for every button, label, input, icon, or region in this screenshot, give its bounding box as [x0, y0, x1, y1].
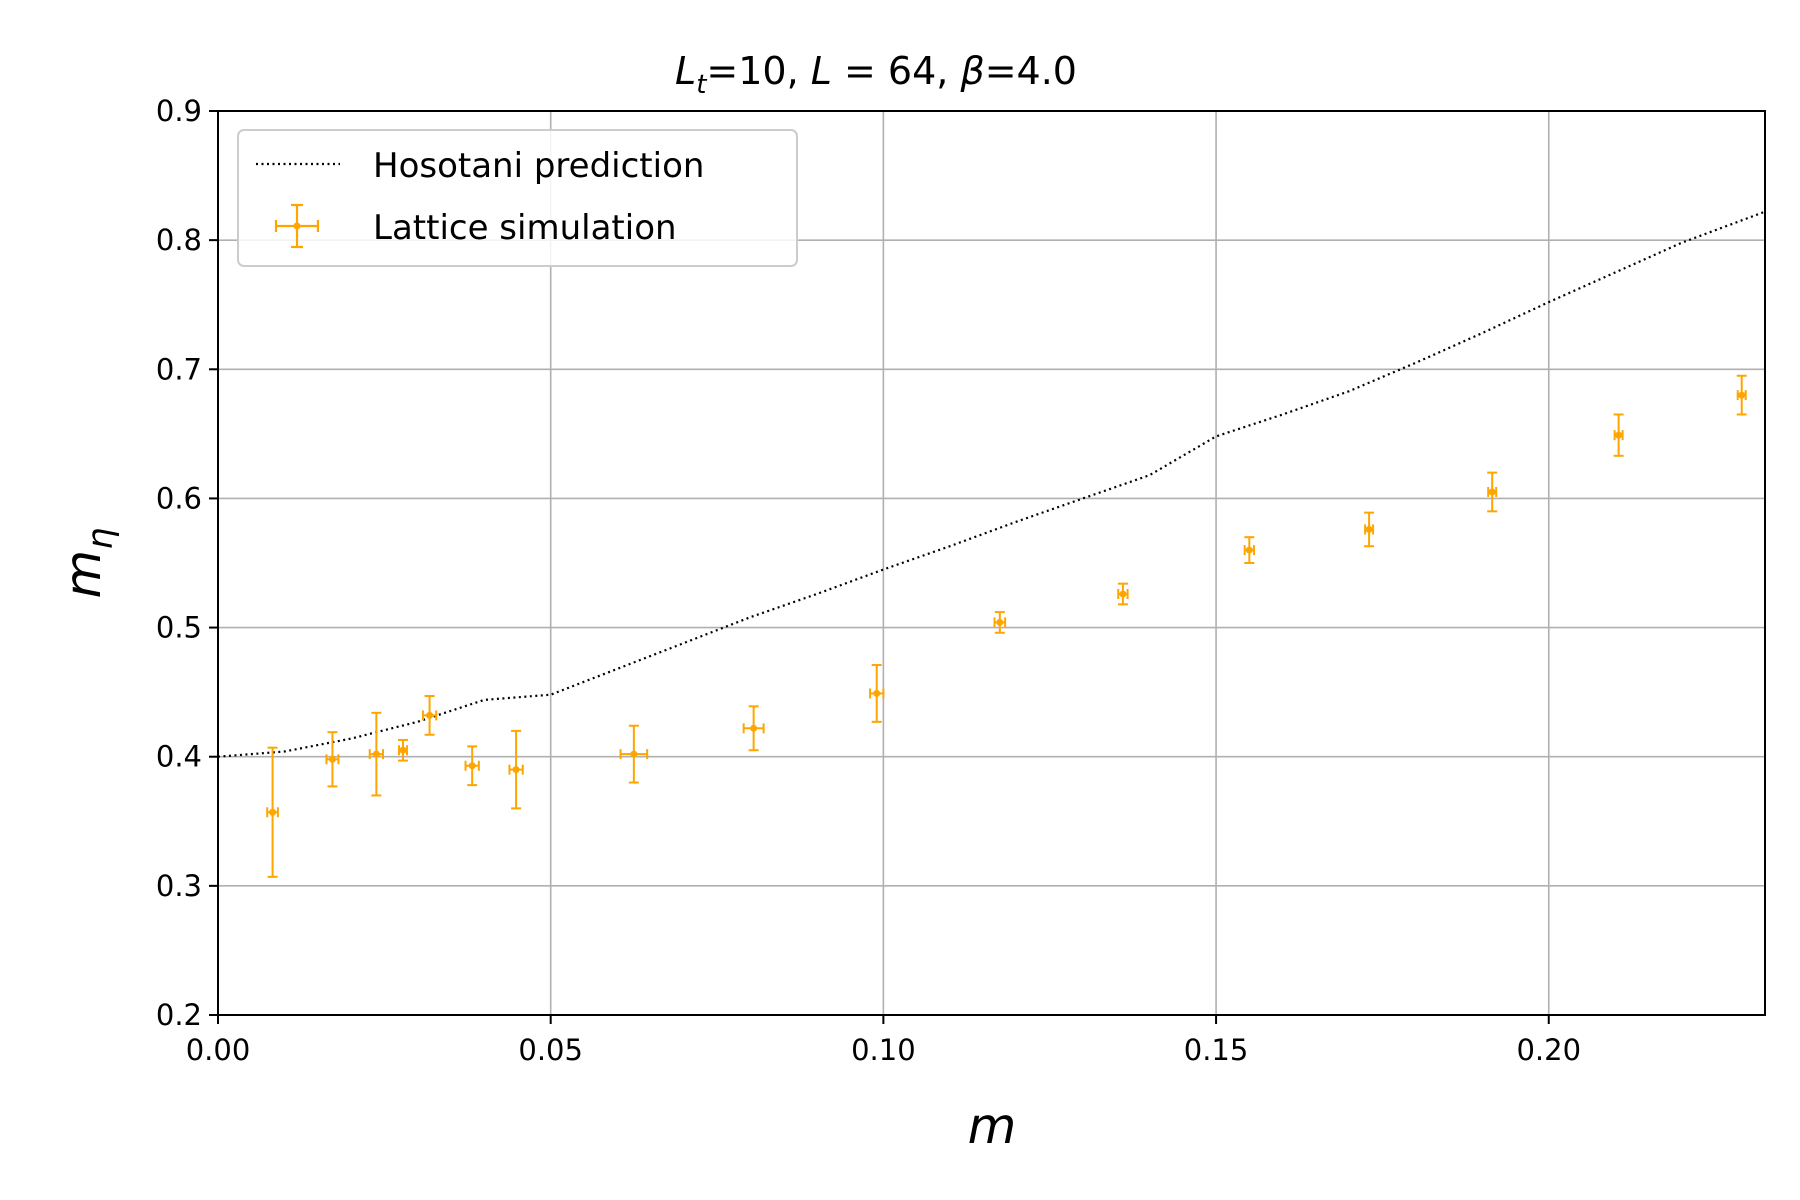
- data-point: [397, 738, 408, 762]
- marker: [269, 808, 277, 816]
- x-tick-label: 0.00: [186, 1033, 251, 1067]
- marker: [468, 762, 476, 770]
- marker: [1488, 488, 1496, 496]
- marker: [1365, 525, 1373, 533]
- y-tick-label: 0.9: [156, 94, 202, 128]
- marker: [1245, 546, 1253, 554]
- y-tick-label: 0.5: [156, 611, 202, 645]
- y-tick-label: 0.3: [156, 869, 202, 903]
- marker: [372, 750, 380, 758]
- legend: Hosotani prediction Lattice simulation: [237, 129, 798, 267]
- lattice-points-layer: [266, 374, 1747, 878]
- marker: [996, 618, 1004, 626]
- y-tick-label: 0.7: [156, 352, 202, 386]
- legend-label-lattice: Lattice simulation: [373, 208, 677, 248]
- data-point: [1487, 471, 1498, 513]
- marker: [328, 755, 336, 763]
- x-tick-label: 0.05: [518, 1033, 583, 1067]
- legend-box: [237, 129, 798, 267]
- data-point: [266, 746, 279, 878]
- x-tick-label: 0.10: [851, 1033, 916, 1067]
- data-point: [1364, 511, 1375, 548]
- y-tick-label: 0.2: [156, 998, 202, 1032]
- data-point: [421, 695, 438, 736]
- data-point: [1243, 536, 1255, 564]
- chart-title: Lt=10, L = 64, β=4.0: [675, 49, 1077, 100]
- x-tick-label: 0.15: [1184, 1033, 1249, 1067]
- marker: [399, 746, 407, 754]
- svg-text:mη: mη: [54, 528, 121, 599]
- marker: [1119, 590, 1127, 598]
- data-point: [1613, 413, 1624, 457]
- data-point: [464, 745, 480, 787]
- y-tick-label: 0.6: [156, 481, 202, 515]
- marker: [750, 724, 758, 732]
- marker: [873, 689, 881, 697]
- data-point: [508, 729, 524, 810]
- plot-frame: [217, 110, 1766, 1016]
- data-point: [742, 705, 765, 752]
- data-point: [1736, 374, 1747, 416]
- y-axis-label: mη: [54, 528, 121, 599]
- y-tick-label: 0.4: [156, 740, 202, 774]
- marker: [1615, 431, 1623, 439]
- axis-ticks: 0.00 0.05 0.10 0.15 0.20 0.2 0.3 0.4 0.5 0.6 0.7 0.…: [156, 94, 1581, 1067]
- data-point: [368, 711, 385, 797]
- marker: [630, 750, 638, 758]
- marker: [1738, 391, 1746, 399]
- marker: [512, 766, 520, 774]
- x-tick-label: 0.20: [1516, 1033, 1581, 1067]
- data-point: [325, 731, 340, 788]
- data-point: [869, 664, 885, 723]
- data-point: [1117, 582, 1129, 606]
- data-point: [993, 611, 1007, 634]
- x-axis-label: m: [968, 1097, 1017, 1155]
- marker: [426, 711, 434, 719]
- legend-label-hosotani: Hosotani prediction: [373, 146, 704, 186]
- data-point: [619, 724, 649, 784]
- y-tick-label: 0.8: [156, 223, 202, 257]
- legend-errorbar-icon: [274, 203, 320, 249]
